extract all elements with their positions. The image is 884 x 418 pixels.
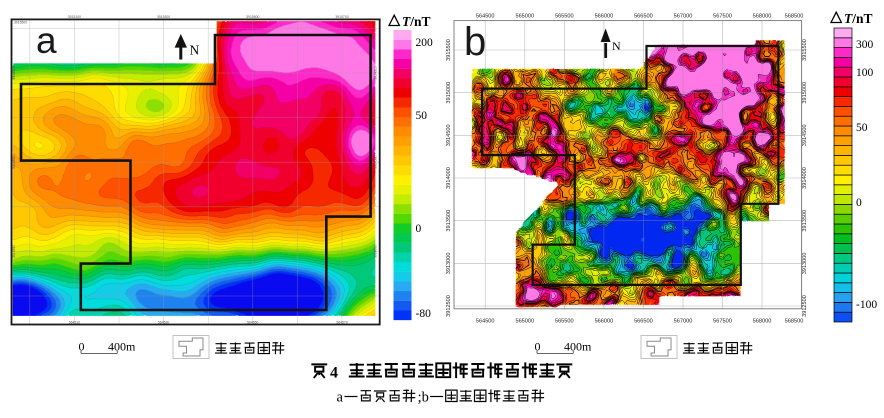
svg-text:400m: 400m — [564, 340, 592, 354]
svg-text:3912500: 3912500 — [446, 295, 452, 317]
svg-text:3915300: 3915300 — [157, 15, 170, 19]
svg-text:566000: 566000 — [595, 14, 614, 20]
svg-text:50: 50 — [416, 110, 428, 122]
svg-text:564500: 564500 — [476, 14, 495, 20]
svg-text:3914550: 3914550 — [12, 245, 16, 258]
svg-text:3915500: 3915500 — [802, 39, 808, 61]
svg-text:564500: 564500 — [476, 319, 495, 325]
svg-text:564570: 564570 — [336, 320, 347, 324]
svg-text:N: N — [612, 39, 621, 53]
svg-text:568500: 568500 — [785, 14, 804, 20]
svg-text:N: N — [190, 43, 200, 58]
svg-text:3914500: 3914500 — [802, 124, 808, 146]
svg-text:3913500: 3913500 — [802, 210, 808, 232]
svg-text:-80: -80 — [416, 308, 432, 320]
svg-text:0: 0 — [535, 340, 541, 354]
svg-text:568000: 568000 — [753, 14, 772, 20]
svg-text:a: a — [337, 390, 344, 406]
svg-text:565000: 565000 — [515, 14, 534, 20]
svg-text:564530: 564530 — [158, 320, 169, 324]
svg-text:0: 0 — [856, 197, 862, 209]
svg-text:400m: 400m — [108, 340, 136, 354]
svg-text:3915700: 3915700 — [335, 15, 348, 19]
svg-text:3913000: 3913000 — [802, 253, 808, 275]
svg-text:564510: 564510 — [69, 320, 80, 324]
svg-text:3915000: 3915000 — [446, 82, 452, 104]
svg-text:3914530: 3914530 — [373, 155, 377, 168]
svg-text:50: 50 — [856, 122, 868, 134]
svg-text:567000: 567000 — [674, 319, 693, 325]
svg-text:3915000: 3915000 — [802, 82, 808, 104]
svg-text:566500: 566500 — [634, 14, 653, 20]
svg-text:3912500: 3912500 — [802, 295, 808, 317]
svg-text:3915100: 3915100 — [68, 15, 81, 19]
svg-text:;b: ;b — [418, 390, 429, 406]
svg-text:566000: 566000 — [595, 319, 614, 325]
svg-text:-100: -100 — [856, 299, 877, 311]
svg-text:T/nT: T/nT — [402, 14, 431, 29]
svg-text:568000: 568000 — [753, 319, 772, 325]
svg-text:T/nT: T/nT — [844, 11, 873, 26]
svg-text:3914510: 3914510 — [373, 66, 377, 79]
svg-text:567000: 567000 — [674, 14, 693, 20]
svg-text:567500: 567500 — [713, 14, 732, 20]
svg-text:564550: 564550 — [247, 320, 258, 324]
svg-text:3914000: 3914000 — [446, 167, 452, 189]
svg-text:b: b — [464, 20, 486, 64]
svg-text:3915500: 3915500 — [246, 15, 259, 19]
svg-text:a: a — [36, 20, 57, 61]
svg-text:3913000: 3913000 — [446, 253, 452, 275]
svg-text:3914000: 3914000 — [802, 167, 808, 189]
svg-text:567500: 567500 — [713, 319, 732, 325]
svg-text:200: 200 — [416, 37, 434, 49]
svg-text:3914510: 3914510 — [12, 66, 16, 79]
svg-text:3913500: 3913500 — [446, 210, 452, 232]
svg-text:4: 4 — [330, 365, 338, 382]
svg-text:565000: 565000 — [515, 319, 534, 325]
svg-text:565500: 565500 — [555, 14, 574, 20]
svg-text:3914500: 3914500 — [446, 124, 452, 146]
svg-text:3915500: 3915500 — [14, 21, 27, 25]
svg-text:3915500: 3915500 — [446, 39, 452, 61]
svg-text:0: 0 — [79, 340, 85, 354]
svg-text:100: 100 — [856, 67, 874, 79]
svg-text:565500: 565500 — [555, 319, 574, 325]
svg-text:0: 0 — [416, 223, 422, 235]
svg-text:300: 300 — [856, 39, 874, 51]
svg-text:3914530: 3914530 — [12, 155, 16, 168]
svg-text:3914550: 3914550 — [373, 245, 377, 258]
svg-text:566500: 566500 — [634, 319, 653, 325]
svg-text:568500: 568500 — [785, 319, 804, 325]
